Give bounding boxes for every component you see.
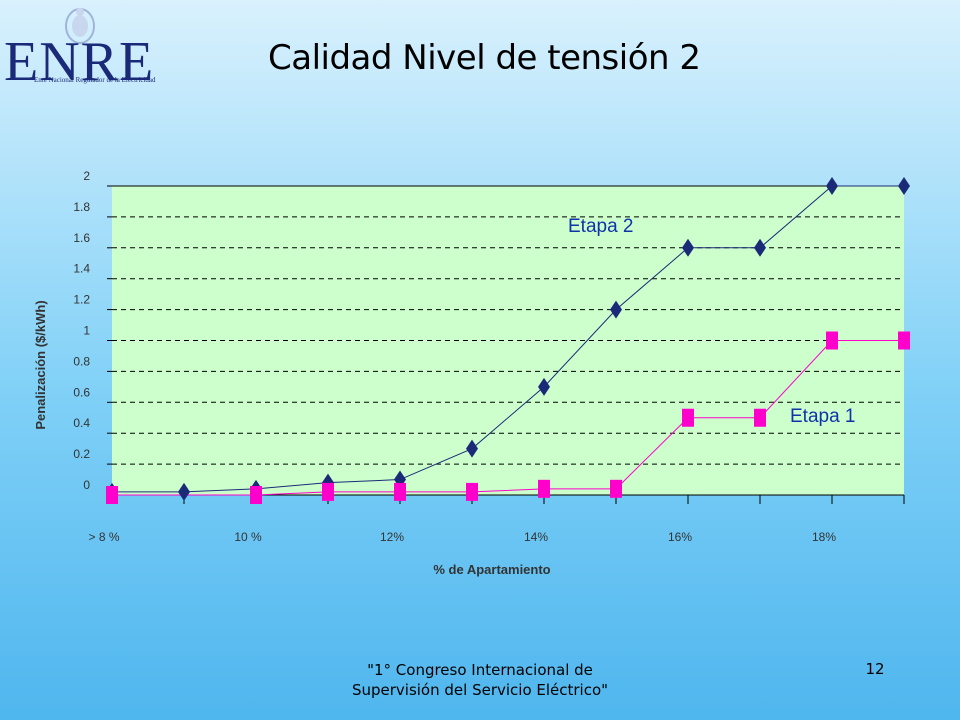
data-point-diamond — [754, 238, 766, 257]
y-tick-labels: 0 0.2 0.4 0.6 0.8 1 1.2 1.4 1.6 1.8 2 — [73, 169, 90, 492]
data-point-square — [466, 482, 478, 501]
data-point-square — [682, 408, 694, 427]
y-tick-label: 1.6 — [73, 231, 90, 245]
x-tick-labels: > 8 % 10 % 12% 14% 16% 18% — [88, 530, 836, 544]
data-point-diamond — [178, 482, 190, 501]
data-point-square — [106, 486, 118, 504]
x-axis-title: % de Apartamiento — [433, 562, 550, 577]
series-label-etapa-1: Etapa 1 — [790, 406, 856, 427]
data-point-square — [250, 486, 262, 504]
data-point-diamond — [466, 439, 478, 458]
page-number: 12 — [865, 660, 885, 678]
footer-text: "1° Congreso Internacional de Supervisió… — [300, 660, 660, 700]
grid-lines — [112, 216, 904, 465]
footer-line-2: Supervisión del Servicio Eléctrico" — [351, 681, 609, 699]
data-point-square — [394, 482, 406, 501]
x-tick-label: 16% — [668, 530, 692, 544]
y-tick-label: 0.2 — [73, 447, 90, 461]
x-tick-label: 14% — [524, 530, 548, 544]
x-tick-label: 10 % — [234, 530, 262, 544]
y-tick-label: 1 — [83, 324, 90, 338]
coat-of-arms-icon — [65, 8, 95, 44]
enre-logo: ENRE Ente Nacional Regulador de la Elect… — [4, 2, 174, 94]
x-tick-label: > 8 % — [88, 530, 119, 544]
slide-title: Calidad Nivel de tensión 2 — [268, 38, 701, 78]
logo-letters: ENRE — [4, 31, 155, 93]
y-tick-label: 1.2 — [73, 293, 90, 307]
y-tick-label: 0.8 — [73, 354, 90, 368]
data-point-diamond — [610, 300, 622, 319]
data-point-square — [898, 331, 910, 350]
y-tick-label: 0.4 — [73, 416, 90, 430]
data-point-diamond — [898, 177, 910, 195]
y-axis-title: Penalización ($/kWh) — [33, 300, 48, 429]
footer-line-1: "1° Congreso Internacional de — [367, 661, 593, 679]
data-point-square — [610, 479, 622, 498]
logo-subtitle: Ente Nacional Regulador de la Electricid… — [34, 76, 156, 84]
y-tick-label: 0 — [83, 478, 90, 492]
data-point-diamond — [538, 377, 550, 396]
y-tick-label: 1.8 — [73, 200, 90, 214]
data-point-square — [826, 331, 838, 350]
data-point-square — [754, 408, 766, 427]
x-tick-label: 12% — [380, 530, 404, 544]
series-label-etapa-2: Etapa 2 — [568, 216, 634, 237]
data-point-square — [322, 482, 334, 501]
y-tick-label: 0.6 — [73, 385, 90, 399]
series-line-1 — [112, 185, 904, 493]
y-tick-label: 1.4 — [73, 262, 90, 276]
data-point-diamond — [682, 238, 694, 257]
data-point-diamond — [826, 177, 838, 195]
series-markers — [106, 177, 910, 504]
y-tick-label: 2 — [83, 169, 90, 183]
x-tick-label: 18% — [812, 530, 836, 544]
data-point-square — [538, 479, 550, 498]
